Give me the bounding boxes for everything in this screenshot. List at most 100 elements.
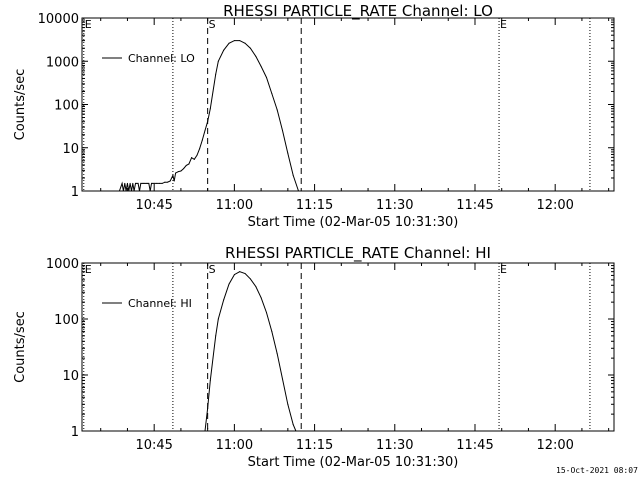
x-tick-label: 11:00 <box>216 198 253 213</box>
x-tick-label: 11:15 <box>296 198 333 213</box>
data-point <box>223 49 225 51</box>
plot-frame <box>81 262 615 432</box>
data-point <box>152 182 154 184</box>
data-point <box>148 182 150 184</box>
data-point <box>260 297 262 299</box>
data-point <box>295 430 297 432</box>
data-point <box>249 47 251 49</box>
x-axis-label: Start Time (02-Mar-05 10:31:30) <box>248 215 459 230</box>
data-point <box>215 73 217 75</box>
x-tick-label: 11:15 <box>296 438 333 453</box>
data-point <box>282 130 284 132</box>
data-point <box>292 174 294 176</box>
y-axis-label: Counts/sec <box>13 311 28 383</box>
data-point <box>239 271 241 273</box>
data-point <box>265 77 267 79</box>
data-point <box>183 168 185 170</box>
data-point <box>167 181 169 183</box>
data-point <box>133 190 135 192</box>
data-point <box>212 90 214 92</box>
data-point <box>141 182 143 184</box>
data-point <box>282 378 284 380</box>
data-point <box>233 40 235 42</box>
x-tick-label: 12:00 <box>536 198 573 213</box>
data-point <box>265 312 267 314</box>
data-point <box>255 286 257 288</box>
data-point <box>144 182 146 184</box>
data-point <box>260 65 262 67</box>
data-point <box>128 190 130 192</box>
data-point <box>276 353 278 355</box>
data-point <box>207 121 209 123</box>
data-point <box>207 408 209 410</box>
data-point <box>212 357 214 359</box>
data-point <box>196 154 198 156</box>
data-point <box>271 330 273 332</box>
data-point <box>140 182 142 184</box>
data-point <box>292 424 294 426</box>
event-marker-label: S <box>209 18 216 31</box>
data-point <box>129 182 131 184</box>
data-point <box>255 55 257 57</box>
chart-title: RHESSI PARTICLE_RATE Channel: LO <box>223 2 493 21</box>
data-point <box>201 139 203 141</box>
data-point <box>153 182 155 184</box>
data-point <box>121 182 123 184</box>
data-point <box>287 403 289 405</box>
data-point <box>204 130 206 132</box>
data-point <box>244 272 246 274</box>
data-point <box>233 274 235 276</box>
data-point <box>228 283 230 285</box>
data-point <box>191 157 193 159</box>
data-point <box>169 180 171 182</box>
data-point <box>126 182 128 184</box>
series-line <box>204 271 297 432</box>
data-point <box>124 182 126 184</box>
x-tick-label: 11:00 <box>216 438 253 453</box>
plot-frame <box>81 17 615 192</box>
data-point <box>134 182 136 184</box>
y-tick-label: 1 <box>71 425 79 440</box>
legend-label: Channel: LO <box>128 52 195 65</box>
data-point <box>159 182 161 184</box>
data-point <box>239 40 241 42</box>
data-point <box>161 182 163 184</box>
data-point <box>156 182 158 184</box>
legend-label: Channel: HI <box>128 297 192 310</box>
data-point <box>223 299 225 301</box>
event-marker-label: E <box>500 263 507 276</box>
chart-title: RHESSI PARTICLE_RATE Channel: HI <box>225 244 491 263</box>
data-point <box>228 42 230 44</box>
data-point <box>149 190 151 192</box>
data-point <box>185 164 187 166</box>
data-point <box>142 182 144 184</box>
x-tick-label: 11:30 <box>376 438 413 453</box>
data-point <box>118 190 120 192</box>
data-point <box>249 278 251 280</box>
data-point <box>175 172 177 174</box>
data-point <box>177 171 179 173</box>
data-point <box>188 163 190 165</box>
x-tick-label: 10:45 <box>135 198 172 213</box>
data-point <box>209 379 211 381</box>
x-axis-label: Start Time (02-Mar-05 10:31:30) <box>248 455 459 470</box>
y-tick-label: 1 <box>71 185 79 200</box>
data-point <box>151 182 153 184</box>
y-axis-label: Counts/sec <box>13 69 28 141</box>
data-point <box>138 190 140 192</box>
data-point <box>287 152 289 154</box>
data-point <box>193 158 195 160</box>
x-tick-label: 11:30 <box>376 198 413 213</box>
data-point <box>173 180 175 182</box>
data-point <box>244 42 246 44</box>
data-point <box>130 190 132 192</box>
data-point <box>215 335 217 337</box>
data-point <box>132 182 134 184</box>
data-point <box>276 109 278 111</box>
y-tick-label: 10 <box>62 369 79 384</box>
x-tick-label: 10:45 <box>135 438 172 453</box>
event-marker-label: E <box>85 18 92 31</box>
data-point <box>180 170 182 172</box>
x-tick-label: 12:00 <box>536 438 573 453</box>
data-point <box>145 182 147 184</box>
